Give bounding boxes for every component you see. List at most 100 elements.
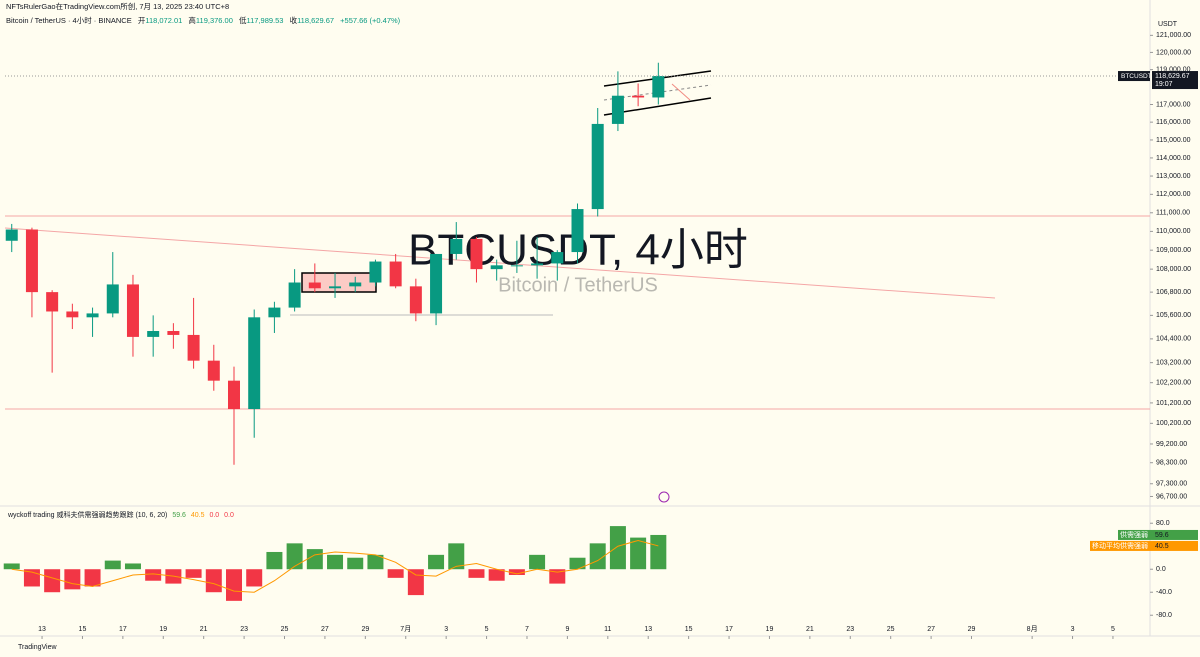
histogram-bar [407,569,424,596]
histogram-bar [246,569,263,587]
candle-body [329,286,342,289]
y-tick-label: 100,200.00 [1156,420,1191,427]
y-tick-label: -80.0 [1156,612,1172,619]
x-tick-label: 17 [725,626,733,633]
x-tick-label: 5 [485,626,489,633]
candle-body [490,265,503,270]
candle-body [228,380,240,410]
y-tick-label: 105,600.00 [1156,312,1191,319]
histogram-bar [104,560,121,570]
x-tick-label: 7 [525,626,529,633]
ohlc-value: 118,629.67 [297,16,334,25]
y-tick-label: 115,000.00 [1156,137,1191,144]
x-tick-label: 15 [685,626,693,633]
x-tick-label: 11 [604,626,611,633]
candle-body [470,238,483,270]
candle-body [126,284,139,337]
candle-body [5,229,18,241]
y-tick-label: 113,000.00 [1156,173,1191,180]
legend-value: 59.6 [172,512,186,519]
y-tick-label: 102,200.00 [1156,380,1191,387]
tag-symbol-bg [1118,71,1150,82]
candle-body [167,331,180,335]
x-tick-label: 5 [1111,626,1115,633]
x-tick-label: 3 [1071,626,1075,633]
y-tick-label: 108,000.00 [1156,266,1191,273]
series-tag-value: 40.5 [1155,543,1169,550]
legend-extra: 0.0 [209,512,219,519]
x-tick-label: 27 [321,626,329,633]
candle-body [187,334,200,361]
candle-body [46,292,59,312]
histogram-bar [569,557,586,570]
candle-body [25,229,38,293]
x-tick-label: 3 [444,626,448,633]
candle-body [450,238,463,254]
y-tick-label: 80.0 [1156,520,1170,527]
histogram-bar [387,569,404,578]
x-tick-label: 29 [968,626,976,633]
candle-body [268,307,281,318]
ohlc-label: 开 [138,16,146,25]
histogram-bar [448,543,465,570]
histogram-bar [205,569,222,593]
y-tick-label: 109,000.00 [1156,247,1191,254]
histogram-bar [44,569,61,593]
y-tick-label: 101,200.00 [1156,400,1191,407]
y-tick-label: 103,200.00 [1156,359,1191,366]
x-tick-label: 7月 [400,625,411,633]
x-tick-label: 29 [361,626,369,633]
candle-body [349,282,362,287]
x-tick-label: 15 [79,626,87,633]
symbol-line: Bitcoin / TetherUS · 4小时 · BINANCE 开118,… [6,15,401,25]
histogram-bar [549,569,566,584]
candle-body [430,253,443,314]
x-tick-label: 21 [806,626,814,633]
histogram-bar [468,569,485,578]
x-tick-label: 23 [846,626,854,633]
y-tick-label: 112,000.00 [1156,191,1191,198]
histogram-bar [508,569,525,575]
y-tick-label: 110,000.00 [1156,228,1191,235]
currency: USDT [1158,21,1178,28]
histogram-bar [64,569,81,590]
tag-price: 118,629.67 [1155,73,1190,80]
candle-body [510,265,523,267]
x-tick-label: 13 [644,626,652,633]
y-tick-label: 0.0 [1156,566,1166,573]
histogram-bar [84,569,101,587]
histogram-bar [266,551,283,570]
histogram-bar [286,543,303,570]
x-tick-label: 23 [240,626,248,633]
candle-body [106,284,119,314]
indicator-title: wyckoff trading 威科夫供需强弱趋势跟踪 (10, 6, 20) [7,510,167,519]
ohlc-label: 低 [239,15,247,25]
ohlc-label: 高 [188,15,196,25]
candle-body [591,123,604,210]
histogram-bar [630,537,647,570]
indicator-legend: wyckoff trading 威科夫供需强弱趋势跟踪 (10, 6, 20) … [7,510,234,519]
y-tick-label: 104,400.00 [1156,336,1191,343]
histogram-bar [3,563,20,570]
histogram-bar [650,534,667,570]
tag-price-bg [1152,71,1198,90]
histogram-bar [226,569,242,601]
ohlc-value: +557.66 (+0.47%) [340,16,401,25]
x-tick-label: 25 [887,626,895,633]
x-tick-label: 19 [766,626,774,633]
series-tag-bg [1090,540,1198,551]
candle-body [611,95,624,124]
histogram-bar [124,563,141,570]
x-tick-label: 19 [159,626,167,633]
candle-body [571,209,584,253]
x-tick-label: 25 [281,626,289,633]
histogram-bar [145,569,162,581]
ohlc-value: 119,376.00 [196,16,233,25]
candle-body [632,95,645,98]
candle-body [389,261,402,287]
x-tick-label: 21 [200,626,208,633]
legend-extra: 0.0 [224,512,234,519]
candle-body [652,76,665,98]
legend-value: 40.5 [191,512,205,519]
histogram-bar [529,554,546,570]
